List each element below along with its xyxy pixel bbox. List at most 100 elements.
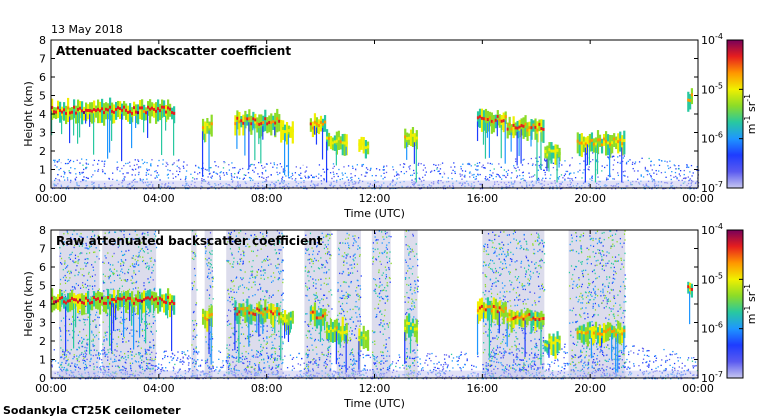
noise-speckle xyxy=(541,242,544,245)
noise-speckle xyxy=(237,263,239,265)
noise-speckle xyxy=(509,258,512,260)
noise-speckle xyxy=(517,286,519,289)
boundary-layer-point xyxy=(260,164,263,167)
noise-speckle xyxy=(139,256,141,258)
noise-speckle xyxy=(95,247,97,249)
noise-speckle xyxy=(274,265,277,267)
cloud-core xyxy=(167,106,170,110)
noise-speckle xyxy=(542,325,544,327)
noise-speckle xyxy=(151,272,153,274)
noise-speckle xyxy=(155,246,158,249)
noise-speckle xyxy=(282,359,284,361)
noise-speckle xyxy=(275,251,278,254)
cloud-core xyxy=(514,126,517,130)
cloud-core xyxy=(476,116,480,120)
noise-speckle xyxy=(116,317,118,320)
boundary-layer-point xyxy=(686,165,688,167)
noise-speckle xyxy=(138,251,140,254)
noise-speckle xyxy=(536,232,538,234)
noise-speckle xyxy=(315,259,317,262)
noise-speckle xyxy=(387,285,389,287)
virga-streak xyxy=(51,111,53,136)
noise-speckle xyxy=(204,258,207,260)
cloud-core xyxy=(309,122,312,126)
boundary-layer-point xyxy=(117,166,119,168)
cloud-halo xyxy=(99,101,102,124)
cloud-core xyxy=(512,123,515,127)
noise-speckle xyxy=(250,274,252,277)
cloud-core xyxy=(69,111,72,115)
noise-speckle xyxy=(76,359,79,362)
noise-speckle xyxy=(102,280,105,282)
noise-speckle xyxy=(211,276,213,279)
boundary-layer-point xyxy=(431,170,433,172)
noise-speckle xyxy=(243,251,245,253)
noise-speckle xyxy=(194,233,197,235)
noise-speckle xyxy=(118,328,120,331)
noise-speckle xyxy=(413,255,416,257)
boundary-layer-point xyxy=(286,165,288,167)
noise-speckle xyxy=(384,266,386,268)
cloud-core xyxy=(611,141,614,145)
boundary-layer-point xyxy=(423,164,425,166)
noise-speckle xyxy=(125,279,127,281)
noise-speckle xyxy=(494,324,496,326)
boundary-layer-point xyxy=(201,178,203,180)
noise-speckle xyxy=(262,233,264,235)
noise-speckle xyxy=(493,271,495,274)
boundary-layer-point xyxy=(418,177,420,179)
noise-speckle xyxy=(274,249,276,251)
noise-speckle xyxy=(112,352,114,354)
noise-speckle xyxy=(328,305,330,307)
noise-speckle xyxy=(282,311,284,313)
noise-speckle xyxy=(491,355,494,358)
cloud-core xyxy=(79,106,82,110)
cloud-core xyxy=(260,122,263,126)
noise-speckle xyxy=(331,308,333,310)
boundary-layer-point xyxy=(462,163,464,165)
boundary-layer-point xyxy=(460,168,462,170)
noise-speckle xyxy=(504,296,506,298)
noise-speckle xyxy=(238,232,240,234)
noise-speckle xyxy=(378,286,380,288)
noise-speckle xyxy=(243,345,245,348)
boundary-layer-point xyxy=(573,172,575,174)
cloud-core xyxy=(510,127,513,131)
noise-speckle xyxy=(114,316,116,318)
cloud-core xyxy=(480,116,484,120)
noise-speckle xyxy=(317,299,319,302)
cloud-core xyxy=(270,121,273,125)
boundary-layer-point xyxy=(567,177,569,179)
boundary-layer-point xyxy=(94,170,96,172)
boundary-layer-point xyxy=(150,174,152,176)
boundary-layer-point xyxy=(175,176,177,178)
noise-speckle xyxy=(226,344,228,346)
noise-speckle xyxy=(233,261,235,263)
cloud-core xyxy=(107,108,110,112)
noise-speckle xyxy=(508,364,511,367)
noise-speckle xyxy=(530,340,532,342)
noise-speckle xyxy=(248,261,250,263)
noise-speckle xyxy=(135,273,137,276)
noise-speckle xyxy=(87,316,89,318)
noise-speckle xyxy=(92,343,94,346)
noise-speckle xyxy=(67,232,69,235)
noise-speckle xyxy=(507,249,509,251)
boundary-layer-point xyxy=(142,178,144,181)
noise-speckle xyxy=(254,324,256,326)
noise-speckle xyxy=(270,296,273,298)
noise-speckle xyxy=(278,345,280,348)
noise-speckle xyxy=(529,274,531,276)
noise-speckle xyxy=(490,340,492,343)
noise-speckle xyxy=(511,351,513,354)
boundary-layer-point xyxy=(210,176,212,178)
noise-speckle xyxy=(112,244,114,246)
noise-speckle xyxy=(146,246,148,248)
boundary-layer-point xyxy=(697,182,700,184)
noise-speckle xyxy=(314,300,316,302)
cloud-core xyxy=(617,140,620,144)
noise-speckle xyxy=(72,289,74,291)
noise-speckle xyxy=(98,258,100,260)
noise-speckle xyxy=(109,333,112,335)
boundary-layer-point xyxy=(299,167,302,169)
